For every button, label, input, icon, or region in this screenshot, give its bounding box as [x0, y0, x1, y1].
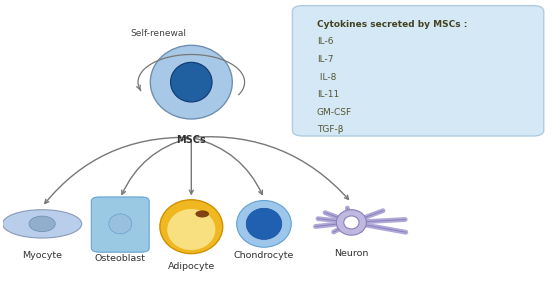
Ellipse shape: [171, 62, 212, 102]
Text: TGF-β: TGF-β: [317, 125, 343, 134]
Text: MSCs: MSCs: [177, 135, 206, 144]
Ellipse shape: [29, 216, 55, 232]
Ellipse shape: [195, 210, 209, 218]
Ellipse shape: [160, 200, 222, 254]
Ellipse shape: [344, 216, 359, 229]
Text: IL-7: IL-7: [317, 55, 333, 64]
FancyBboxPatch shape: [91, 197, 149, 252]
Text: IL-11: IL-11: [317, 90, 339, 99]
Ellipse shape: [3, 210, 82, 238]
Text: IL-6: IL-6: [317, 37, 333, 46]
Text: GM-CSF: GM-CSF: [317, 108, 352, 117]
Ellipse shape: [336, 210, 367, 235]
Text: Myocyte: Myocyte: [22, 251, 62, 260]
Text: Cytokines secreted by MSCs :: Cytokines secreted by MSCs :: [317, 20, 468, 29]
Text: Adipocyte: Adipocyte: [168, 262, 215, 271]
Text: Osteoblast: Osteoblast: [95, 254, 146, 263]
Ellipse shape: [237, 201, 291, 247]
Text: IL-8: IL-8: [317, 73, 336, 81]
Text: Neuron: Neuron: [334, 249, 369, 258]
Ellipse shape: [109, 214, 132, 234]
Ellipse shape: [150, 45, 232, 119]
FancyBboxPatch shape: [293, 5, 544, 136]
Ellipse shape: [246, 208, 282, 240]
Ellipse shape: [167, 209, 215, 250]
Text: Chondrocyte: Chondrocyte: [234, 251, 294, 260]
Text: Self-renewal: Self-renewal: [130, 29, 187, 38]
